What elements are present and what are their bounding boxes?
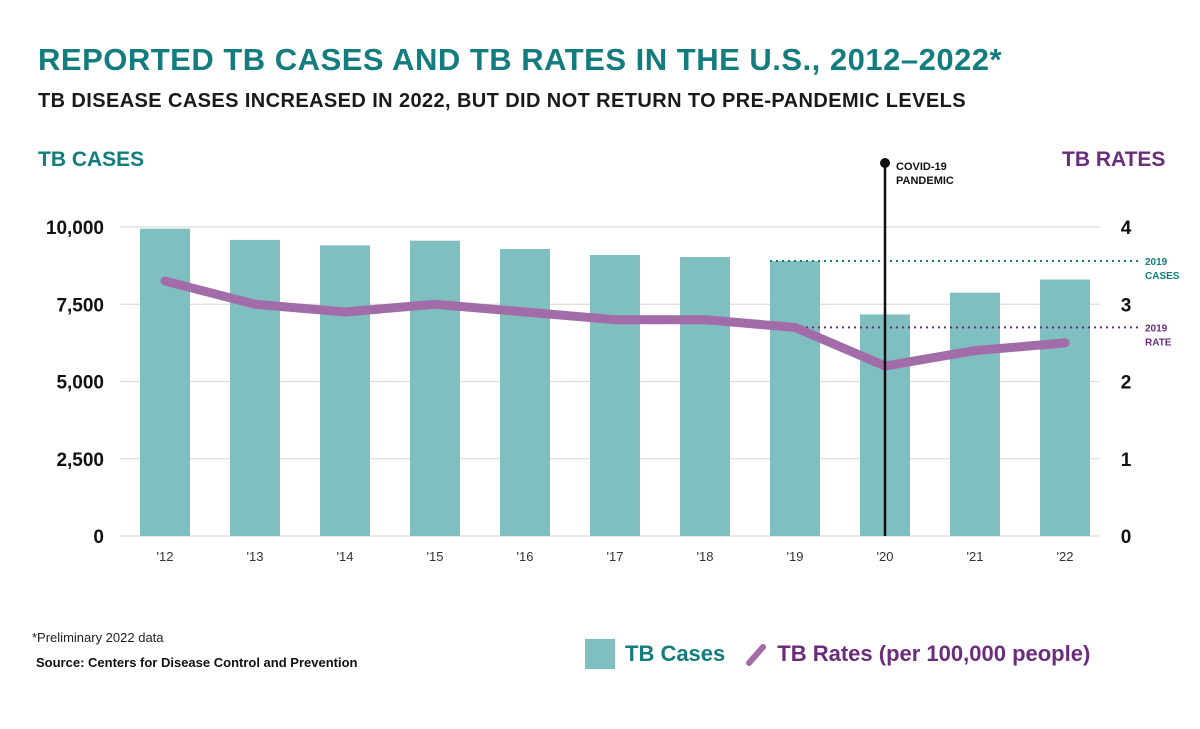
legend-swatch-cases bbox=[585, 639, 615, 669]
footnote: *Preliminary 2022 data bbox=[32, 630, 164, 645]
bar-cases bbox=[140, 228, 190, 536]
y-tick-left: 7,500 bbox=[56, 295, 104, 316]
bar-cases bbox=[590, 255, 640, 536]
chart-subtitle: TB DISEASE CASES INCREASED IN 2022, BUT … bbox=[38, 90, 966, 112]
ref-label-rate: RATE bbox=[1145, 337, 1172, 348]
y-tick-right: 2 bbox=[1121, 373, 1132, 394]
covid-label-line1: COVID-19 bbox=[896, 161, 947, 173]
bar-cases bbox=[950, 292, 1000, 536]
covid-label-line2: PANDEMIC bbox=[896, 175, 954, 187]
bar-cases bbox=[410, 240, 460, 536]
y-tick-left: 0 bbox=[93, 527, 104, 548]
x-tick-label: '20 bbox=[877, 549, 894, 564]
y-tick-left: 10,000 bbox=[46, 218, 104, 239]
x-tick-label: '12 bbox=[157, 549, 174, 564]
legend-swatch-rates bbox=[746, 644, 767, 666]
source-note: Source: Centers for Disease Control and … bbox=[36, 655, 358, 670]
x-tick-label: '17 bbox=[607, 549, 624, 564]
y-axis-left-label: TB CASES bbox=[38, 148, 145, 171]
y-tick-right: 4 bbox=[1121, 218, 1132, 239]
x-tick-label: '19 bbox=[787, 549, 804, 564]
ref-label-rate-year: 2019 bbox=[1145, 323, 1168, 334]
x-tick-label: '16 bbox=[517, 549, 534, 564]
bar-cases bbox=[320, 245, 370, 536]
x-tick-label: '18 bbox=[697, 549, 714, 564]
ref-label-cases: CASES bbox=[1145, 271, 1180, 282]
chart-title: REPORTED TB CASES AND TB RATES IN THE U.… bbox=[38, 42, 1003, 77]
covid-marker-dot bbox=[880, 158, 890, 168]
ref-label-cases-year: 2019 bbox=[1145, 257, 1168, 268]
legend-label-cases: TB Cases bbox=[625, 641, 726, 666]
y-axis-right-label: TB RATES bbox=[1062, 148, 1166, 171]
x-tick-label: '21 bbox=[967, 549, 984, 564]
x-tick-label: '14 bbox=[337, 549, 354, 564]
bar-cases bbox=[1040, 279, 1090, 536]
y-tick-right: 0 bbox=[1121, 527, 1132, 548]
legend: TB Cases TB Rates (per 100,000 people) bbox=[585, 639, 1090, 669]
x-tick-label: '15 bbox=[427, 549, 444, 564]
x-tick-label: '13 bbox=[247, 549, 264, 564]
y-tick-right: 1 bbox=[1121, 450, 1132, 471]
y-tick-left: 2,500 bbox=[56, 450, 104, 471]
bar-cases bbox=[230, 239, 280, 536]
bar-cases bbox=[770, 260, 820, 536]
bar-cases bbox=[680, 257, 730, 536]
y-tick-right: 3 bbox=[1121, 295, 1132, 316]
x-tick-label: '22 bbox=[1057, 549, 1074, 564]
y-tick-left: 5,000 bbox=[56, 373, 104, 394]
line-rates bbox=[160, 276, 1070, 371]
bar-cases bbox=[500, 249, 550, 537]
legend-label-rates: TB Rates (per 100,000 people) bbox=[777, 641, 1091, 666]
